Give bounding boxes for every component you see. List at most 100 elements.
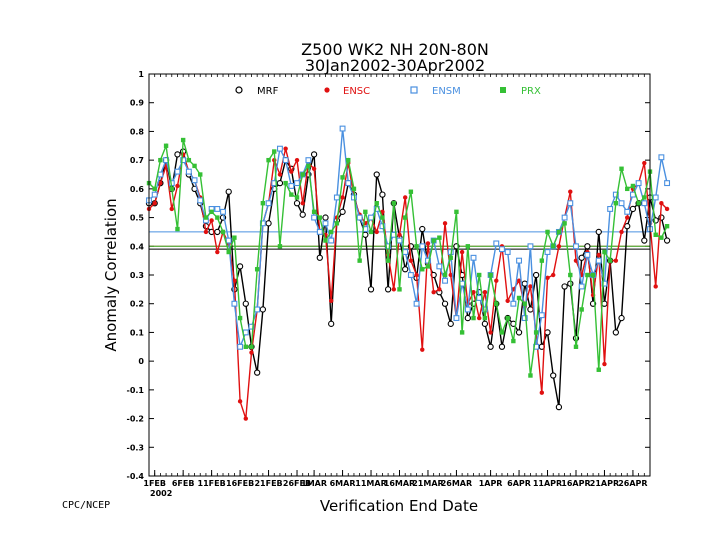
data-point-mrf xyxy=(624,223,631,230)
data-point-prx xyxy=(203,215,209,220)
data-point-ensm xyxy=(402,249,409,255)
y-tick-label: -0.4 xyxy=(127,472,145,481)
data-point-prx xyxy=(533,330,539,335)
data-point-prx xyxy=(226,249,231,255)
x-tick-label: 26MAR xyxy=(441,479,472,488)
data-point-ensm xyxy=(316,228,323,235)
data-point-ensm xyxy=(282,157,289,164)
data-point-mrf xyxy=(663,237,671,244)
data-point-prx xyxy=(306,163,311,169)
data-point-prx xyxy=(351,186,357,192)
data-point-prx xyxy=(357,258,362,263)
data-point-mrf xyxy=(328,320,335,327)
data-point-ensc xyxy=(437,287,442,292)
data-point-ensc xyxy=(477,315,482,321)
data-point-mrf xyxy=(595,228,602,236)
x-tick-label: 21FEB xyxy=(254,479,282,488)
data-point-ensc xyxy=(471,290,476,295)
data-point-prx xyxy=(363,209,368,215)
data-point-prx xyxy=(397,287,402,292)
x-tick-label: 16FEB xyxy=(226,479,254,488)
data-point-prx xyxy=(494,301,499,306)
data-point-ensm xyxy=(442,277,448,284)
data-point-ensc xyxy=(528,284,533,289)
x-tick-label: 6APR xyxy=(507,479,531,488)
data-point-prx xyxy=(237,315,243,321)
data-point-prx xyxy=(243,344,248,349)
data-point-mrf xyxy=(310,151,318,158)
x-tick-label: 21APR xyxy=(590,479,619,488)
data-point-ensm xyxy=(419,243,426,250)
data-point-ensm xyxy=(601,280,608,287)
data-point-ensc xyxy=(494,278,499,283)
data-point-mrf xyxy=(254,369,261,376)
data-point-prx xyxy=(323,238,328,243)
data-point-ensm xyxy=(180,157,187,164)
data-point-mrf xyxy=(265,220,272,227)
data-point-ensm xyxy=(595,257,602,264)
data-point-ensm xyxy=(493,240,500,247)
data-point-prx xyxy=(192,163,197,169)
data-point-ensm xyxy=(618,200,625,207)
data-point-ensm xyxy=(276,145,283,152)
y-tick-label: -0.3 xyxy=(127,443,145,452)
data-point-mrf xyxy=(322,214,329,221)
data-point-ensc xyxy=(209,218,214,223)
data-point-ensc xyxy=(516,278,522,283)
data-point-ensc xyxy=(642,160,647,166)
data-point-mrf xyxy=(629,205,637,213)
x-tick-label: 6MAR xyxy=(330,479,356,488)
data-point-ensc xyxy=(311,166,317,171)
data-point-ensm xyxy=(624,208,631,215)
data-point-ensm xyxy=(339,125,346,132)
data-point-ensc xyxy=(249,350,254,355)
y-tick-label: 0.9 xyxy=(130,99,145,108)
data-point-ensm xyxy=(516,257,523,264)
data-point-prx xyxy=(482,315,488,321)
data-point-prx xyxy=(266,157,271,163)
data-point-ensm xyxy=(322,220,329,227)
data-point-prx xyxy=(437,235,442,240)
data-point-ensm xyxy=(248,323,255,330)
x-tick-label: 26APR xyxy=(618,479,647,488)
data-point-mrf xyxy=(379,191,386,198)
data-point-ensm xyxy=(470,254,477,261)
data-point-prx xyxy=(283,180,288,186)
data-point-ensm xyxy=(311,214,318,221)
data-point-ensc xyxy=(169,206,174,212)
data-point-ensm xyxy=(584,251,591,258)
data-point-ensc xyxy=(442,221,448,226)
legend-marker-prx xyxy=(500,87,506,93)
data-point-mrf xyxy=(584,243,591,250)
y-tick-label: 0.6 xyxy=(130,185,145,194)
data-point-ensm xyxy=(499,246,505,253)
data-point-ensc xyxy=(391,287,397,292)
data-point-mrf xyxy=(293,200,301,207)
data-point-ensc xyxy=(203,229,209,235)
data-point-mrf xyxy=(527,306,534,313)
data-point-prx xyxy=(317,215,322,220)
chart-subtitle: 30Jan2002-30Apr2002 xyxy=(305,56,485,75)
data-point-ensc xyxy=(482,290,488,295)
x-tick-label: 1APR xyxy=(479,479,503,488)
legend-marker-ensc xyxy=(324,87,330,93)
data-point-prx xyxy=(334,221,340,226)
data-point-mrf xyxy=(521,280,528,287)
data-point-ensc xyxy=(488,330,493,335)
data-point-prx xyxy=(516,295,522,301)
data-point-ensm xyxy=(185,168,192,175)
data-point-prx xyxy=(380,215,385,220)
data-point-ensm xyxy=(573,243,579,250)
data-point-ensm xyxy=(521,315,528,322)
data-point-prx xyxy=(607,258,613,263)
data-point-ensm xyxy=(254,306,261,313)
data-point-mrf xyxy=(464,314,471,322)
legend-item-ensc: ENSC xyxy=(324,86,370,97)
data-point-mrf xyxy=(532,271,540,279)
data-point-mrf xyxy=(225,188,232,195)
x-tick-label: 26FEB xyxy=(283,479,311,488)
data-point-prx xyxy=(260,201,266,206)
data-point-mrf xyxy=(367,286,375,293)
data-point-ensc xyxy=(283,146,288,151)
